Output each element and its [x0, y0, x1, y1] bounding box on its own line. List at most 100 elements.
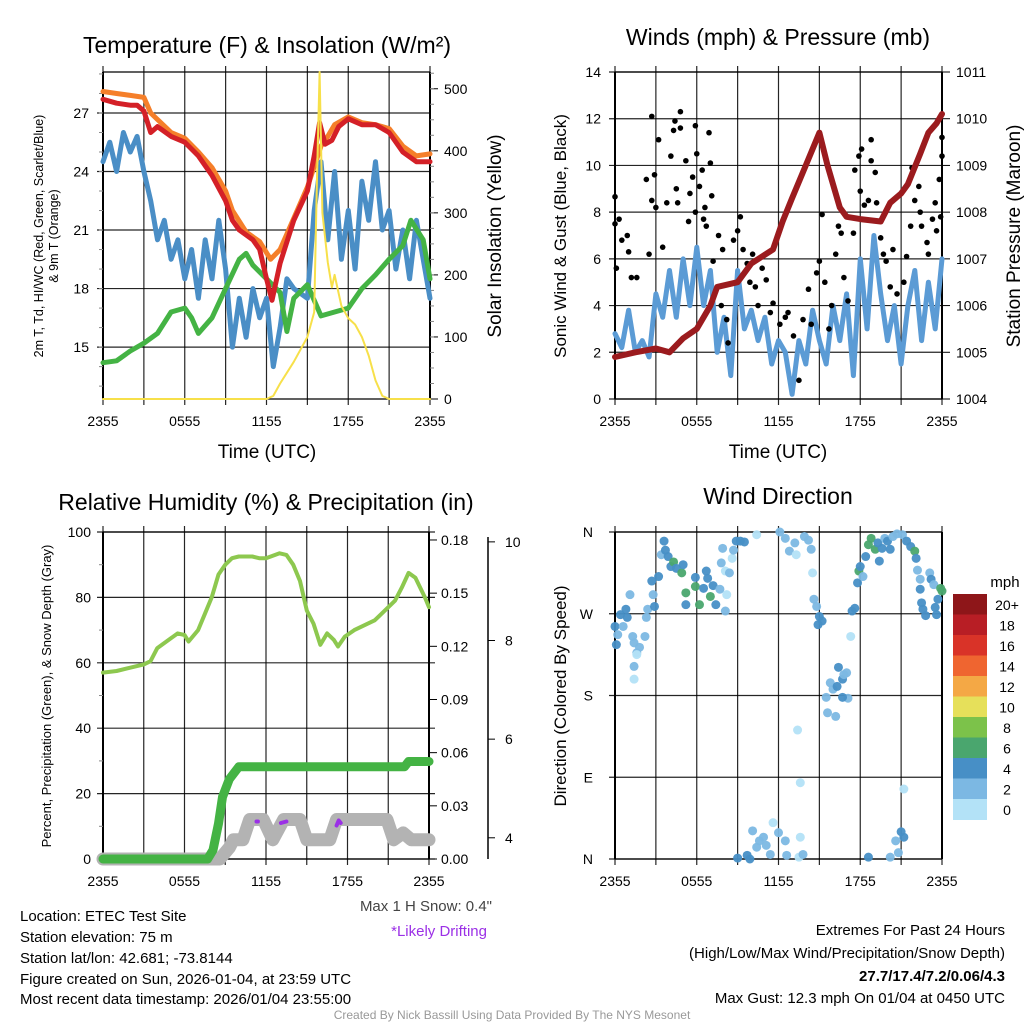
wind-direction-point: [780, 533, 790, 543]
wind-direction-point: [915, 584, 925, 594]
colorbar-label: 14: [999, 658, 1015, 674]
gust-point: [707, 160, 714, 166]
wind-direction-point: [846, 631, 856, 641]
x-tick-label: 1755: [845, 413, 876, 429]
x-tick-label: 1755: [333, 413, 364, 429]
gust-point: [925, 251, 932, 257]
wind-direction-point: [806, 544, 816, 554]
gust-point: [747, 279, 753, 286]
wind-direction-point: [790, 538, 800, 548]
gust-point: [832, 251, 839, 257]
temp-chart-xlabel: Time (UTC): [218, 442, 317, 463]
gust-point: [822, 279, 828, 286]
gust-point: [894, 291, 900, 297]
wind-direction-point: [690, 572, 700, 582]
wind-direction-point: [874, 556, 884, 566]
y-tick-label: 27: [73, 105, 89, 121]
gust-point: [916, 183, 922, 190]
y2-tick-label: 200: [444, 267, 468, 283]
gust-point: [939, 134, 945, 141]
y2-tick-label: 1011: [956, 64, 986, 80]
wind-direction-point: [899, 784, 909, 794]
wind-direction-point: [793, 725, 803, 735]
snow-tick-label: 6: [505, 731, 513, 747]
wind-direction-point: [629, 661, 639, 671]
gust-point: [819, 211, 825, 218]
wind-direction-point: [861, 552, 871, 562]
wind-direction-point: [727, 553, 737, 563]
wind-direction-point: [716, 558, 726, 568]
gust-point: [677, 125, 684, 131]
wind-direction-point: [718, 543, 728, 553]
colorbar-swatch: [953, 717, 987, 738]
gust-point: [939, 153, 945, 159]
gust-point: [612, 193, 618, 200]
y2-tick-label: 1004: [956, 391, 987, 407]
wind-direction-point: [798, 849, 808, 859]
x-tick-label: 2355: [87, 413, 118, 429]
gust-point: [933, 228, 940, 234]
gust-point: [796, 377, 802, 384]
wind-direction-point: [850, 603, 860, 613]
wind-direction-point: [930, 602, 940, 612]
x-tick-label: 1155: [251, 873, 281, 889]
gust-point: [670, 127, 677, 134]
wind-direction-point: [663, 552, 673, 562]
wind-direction-point: [911, 553, 921, 563]
gust-point: [755, 302, 761, 309]
chart-2-axes: 2355 0555 1155 1755 2355 0 20 40 60 80 100 0.00 0.03…: [68, 524, 521, 889]
wind-direction-point: [780, 836, 790, 846]
created-text: Figure created on Sun, 2026-01-04, at 23…: [20, 971, 351, 988]
gust-point: [877, 235, 884, 241]
wind-direction-point: [937, 586, 947, 596]
direction-tick-label: E: [584, 769, 593, 785]
y2-tick-label: 0.00: [441, 851, 468, 867]
wind-direction-point: [690, 582, 700, 591]
direction-tick-label: S: [584, 688, 593, 704]
gust-point: [841, 274, 847, 281]
wind-direction-point: [761, 840, 771, 850]
snow-tick-label: 10: [505, 534, 521, 550]
gust-point: [677, 108, 684, 115]
gust-point: [782, 314, 789, 321]
gust-point: [740, 246, 746, 253]
y2-tick-label: 1010: [956, 111, 987, 127]
wind-direction-point: [635, 642, 645, 652]
gust-point: [651, 171, 658, 178]
colorbar-label: 8: [1003, 720, 1011, 736]
gust-point: [865, 197, 872, 204]
gust-point: [917, 209, 923, 215]
elevation-text: Station elevation: 75 m: [20, 929, 173, 946]
y2-tick-label: 300: [444, 205, 468, 221]
gust-point: [770, 300, 776, 307]
gust-point: [873, 200, 880, 206]
gust-point: [653, 204, 659, 211]
y-tick-label: 20: [75, 786, 91, 802]
x-tick-label: 2355: [599, 413, 630, 429]
gust-point: [672, 118, 678, 124]
wind-direction-point: [855, 562, 865, 572]
wind-direction-point: [694, 600, 704, 610]
wind-direction-point: [910, 546, 920, 556]
extremes-values: 27.7/17.4/7.2/0.06/4.3: [859, 968, 1005, 985]
gust-point: [708, 192, 715, 199]
wind-direction-point: [775, 527, 785, 537]
y2-tick-label: 0: [444, 391, 452, 407]
wind-direction-point: [921, 611, 931, 621]
wind-direction-point: [885, 544, 895, 554]
wind-direction-point: [838, 692, 848, 702]
gust-point: [901, 279, 907, 286]
wind-direction-point: [795, 778, 805, 788]
rh-series: [96, 551, 436, 866]
y-tick-label: 4: [593, 298, 601, 314]
gust-point: [911, 197, 918, 204]
y2-tick-label: 0.09: [441, 691, 468, 707]
wind-direction-point: [748, 826, 758, 836]
wind-direction-point: [720, 606, 730, 616]
gust-point: [692, 122, 699, 129]
series-precipitation: [98, 757, 434, 864]
x-tick-label: 0555: [681, 873, 712, 889]
gust-point: [737, 214, 744, 220]
wind-direction-point: [932, 610, 942, 620]
x-tick-label: 2355: [414, 413, 445, 429]
